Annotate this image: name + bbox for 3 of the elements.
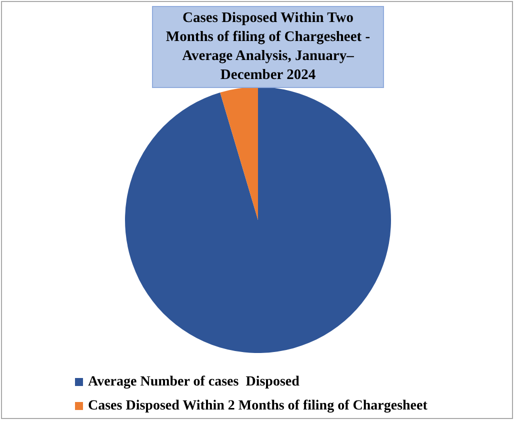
legend-label: Cases Disposed Within 2 Months of filing of Chargesheet: [88, 398, 428, 414]
chart-title: Cases Disposed Within Two Months of filing of Chargesheet - Average Analysis, January–December 2024: [152, 6, 384, 88]
legend-label: Average Number of cases Disposed: [88, 374, 300, 390]
